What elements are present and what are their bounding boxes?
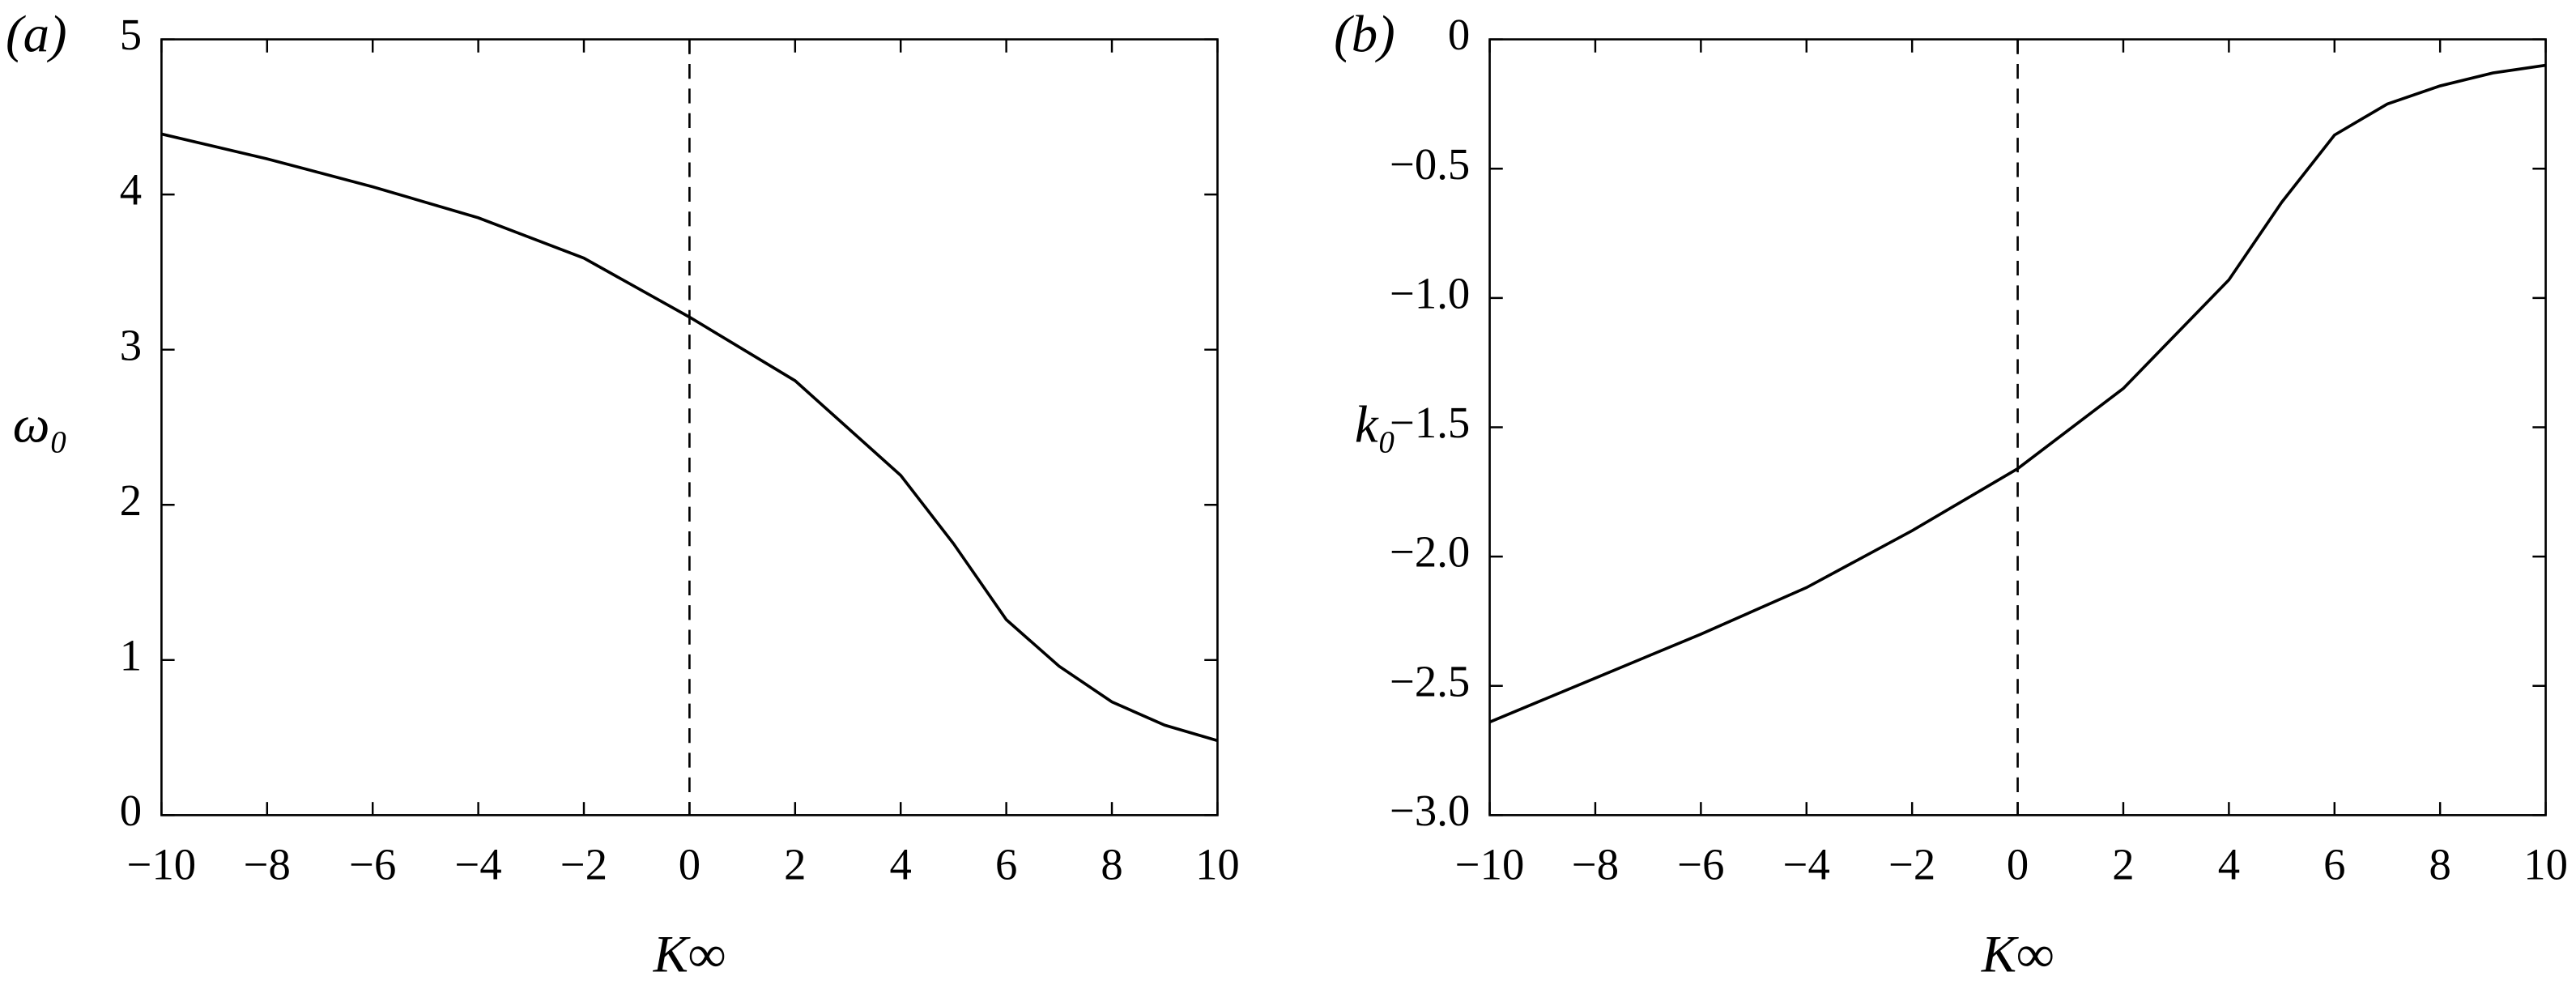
x-tick-label: 6 [995,840,1017,889]
y-tick-label: 0 [120,786,142,835]
x-tick-label: 8 [1101,840,1122,889]
x-tick-label: 10 [1195,840,1240,889]
y-axis-label: ω₀ [13,395,68,454]
y-tick-label: 1 [120,630,142,680]
x-tick-label: −8 [1572,840,1619,889]
x-tick-label: −10 [1455,840,1524,889]
y-tick-label: −1.0 [1390,268,1470,318]
plot-frame [1488,38,2547,816]
x-tick-label: −2 [560,840,607,889]
x-tick-label: 0 [2007,840,2029,889]
panel-label: (b) [1334,5,1395,63]
y-tick-label: 0 [1448,10,1470,59]
x-tick-label: 4 [2218,840,2240,889]
y-tick-label: 5 [120,10,142,59]
data-line [160,132,1218,743]
y-tick-label: −0.5 [1390,139,1470,189]
x-tick-label: 4 [890,840,912,889]
y-tick-label: 4 [120,165,142,215]
x-axis-label: K∞ [653,925,726,983]
y-tick-label: 3 [120,320,142,369]
panel-label: (a) [6,5,67,63]
y-tick-label: −3.0 [1390,786,1470,835]
x-tick-label: 6 [2323,840,2345,889]
x-tick-label: −6 [1677,840,1724,889]
x-tick-label: 8 [2429,840,2451,889]
x-tick-label: −2 [1888,840,1935,889]
y-tick-label: −2.0 [1390,527,1470,577]
y-tick-label: −1.5 [1390,398,1470,447]
x-tick-label: −4 [1783,840,1830,889]
y-axis-label: k₀ [1355,395,1396,454]
y-tick-label: 2 [120,475,142,525]
x-tick-label: 2 [784,840,806,889]
x-tick-label: 0 [679,840,700,889]
x-tick-label: −4 [455,840,502,889]
x-tick-label: −6 [349,840,396,889]
y-tick-label: −2.5 [1390,656,1470,706]
x-tick-label: −10 [127,840,196,889]
plot-frame [160,38,1219,816]
x-tick-label: −8 [244,840,291,889]
x-tick-label: 10 [2523,840,2568,889]
data-line [1488,63,2546,724]
x-axis-label: K∞ [1981,925,2054,983]
x-tick-label: 2 [2112,840,2134,889]
